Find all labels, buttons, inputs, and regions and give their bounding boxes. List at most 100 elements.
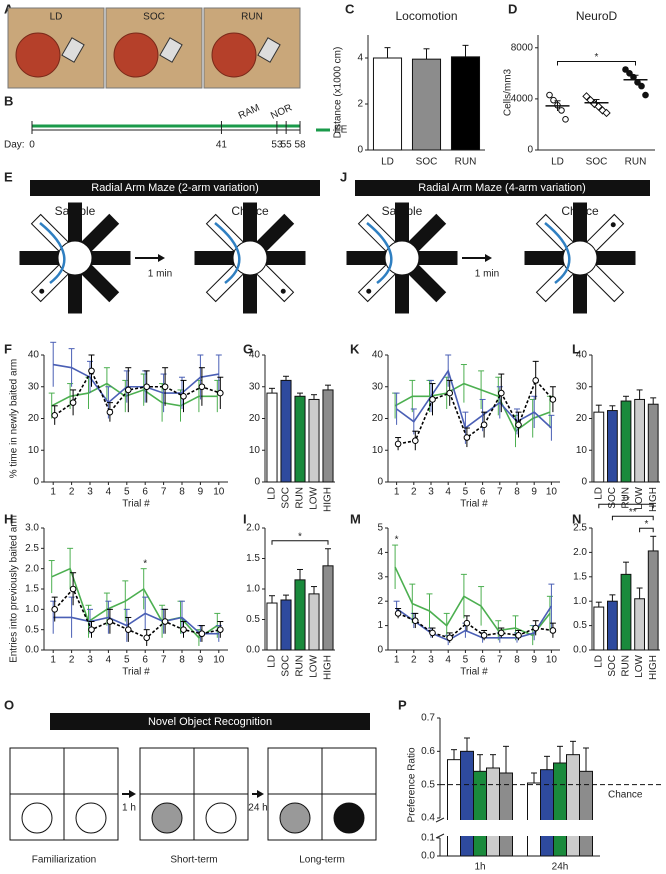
significance-bracket bbox=[611, 515, 654, 521]
marker bbox=[394, 610, 402, 617]
delay-label: 24 h bbox=[248, 803, 267, 814]
bar bbox=[499, 772, 513, 857]
x-tick-label: RUN bbox=[621, 655, 632, 677]
x-tick-label: 3 bbox=[87, 487, 93, 498]
data-point bbox=[586, 95, 595, 105]
y-tick-label: 0 bbox=[377, 645, 383, 656]
photo-label: RUN bbox=[241, 12, 263, 23]
y-tick-label: 0 bbox=[581, 477, 587, 488]
day-tick-label: 41 bbox=[216, 140, 228, 151]
panel-label: J bbox=[340, 169, 347, 184]
x-tick-label: 6 bbox=[480, 655, 486, 666]
y-tick-label: 0.0 bbox=[25, 645, 39, 656]
bar bbox=[447, 759, 461, 857]
marker bbox=[446, 389, 454, 397]
bar bbox=[280, 379, 292, 483]
y-tick-label: 2 bbox=[377, 596, 383, 607]
y-tick-label: 3.0 bbox=[25, 523, 39, 534]
y-tick-label: 1.5 bbox=[25, 584, 39, 595]
x-tick-label: 8 bbox=[514, 487, 520, 498]
maze-arm bbox=[243, 272, 257, 314]
x-tick-label: 6 bbox=[480, 487, 486, 498]
marker bbox=[515, 632, 522, 639]
x-tick-label: LOW bbox=[634, 654, 645, 677]
panel-label: E bbox=[4, 169, 13, 184]
x-tick-label: LOW bbox=[309, 654, 320, 677]
x-tick-label: 6 bbox=[142, 487, 148, 498]
panel-label: C bbox=[345, 1, 355, 16]
marker bbox=[198, 630, 206, 638]
maze-arm bbox=[416, 251, 458, 265]
bar bbox=[593, 411, 605, 483]
bar bbox=[450, 56, 481, 151]
marker bbox=[88, 367, 95, 375]
bar bbox=[593, 606, 605, 651]
series-line bbox=[396, 369, 552, 430]
bar bbox=[647, 403, 659, 483]
chart-title: NeuroD bbox=[576, 9, 618, 23]
marker bbox=[412, 617, 419, 625]
maze-arm bbox=[573, 202, 587, 244]
day-label: Day: bbox=[4, 140, 25, 151]
panel-label: P bbox=[398, 697, 407, 712]
panel-label: I bbox=[243, 511, 247, 526]
header: Novel Object Recognition bbox=[148, 716, 272, 728]
y-tick-label: 20 bbox=[372, 413, 384, 424]
marker bbox=[532, 377, 540, 384]
x-tick-label: 7 bbox=[497, 655, 503, 666]
delay-label: 1 min bbox=[475, 269, 499, 280]
x-tick-label: 7 bbox=[497, 487, 503, 498]
phase-label: Long-term bbox=[299, 855, 345, 866]
x-tick-label: 10 bbox=[546, 655, 558, 666]
data-point bbox=[582, 92, 591, 101]
bar bbox=[266, 602, 278, 651]
phase-label: Familiarization bbox=[32, 855, 96, 866]
significance-bracket bbox=[557, 61, 636, 66]
photo-toy bbox=[61, 37, 85, 63]
maze-arm bbox=[19, 251, 61, 265]
object bbox=[151, 802, 183, 834]
photo-toy bbox=[257, 37, 281, 63]
x-tick-label: 1h bbox=[474, 862, 485, 873]
y-tick-label: 30 bbox=[576, 381, 588, 392]
panel-label: K bbox=[350, 341, 360, 356]
x-tick-label: 5 bbox=[124, 487, 130, 498]
x-tick-label: 4 bbox=[445, 487, 451, 498]
x-tick-label: LD bbox=[267, 655, 278, 668]
marker bbox=[217, 389, 224, 397]
series-line bbox=[54, 369, 221, 416]
bar bbox=[308, 593, 320, 651]
bar bbox=[620, 400, 632, 483]
y-tick-label: 10 bbox=[28, 445, 40, 456]
x-tick-label: 7 bbox=[161, 655, 167, 666]
delay-label: 1 h bbox=[122, 803, 136, 814]
marker bbox=[161, 618, 169, 625]
bar bbox=[486, 767, 500, 857]
marker bbox=[480, 421, 488, 429]
data-point bbox=[598, 106, 607, 115]
y-tick-label: 30 bbox=[372, 381, 384, 392]
marker bbox=[143, 383, 150, 391]
x-tick-label: 4 bbox=[106, 655, 112, 666]
route bbox=[544, 222, 571, 284]
marker bbox=[480, 632, 488, 639]
day-tick-label: 55 bbox=[281, 140, 293, 151]
bar bbox=[294, 395, 306, 483]
y-tick-label: 10 bbox=[576, 445, 588, 456]
marker bbox=[532, 624, 540, 632]
panel-label: B bbox=[4, 93, 13, 108]
event-label: NOR bbox=[269, 102, 294, 121]
header: Radial Arm Maze (2-arm variation) bbox=[91, 182, 259, 194]
x-tick-label: SOC bbox=[586, 157, 608, 168]
y-tick-label: 20 bbox=[28, 413, 40, 424]
x-tick-label: 9 bbox=[531, 487, 537, 498]
arrow-head bbox=[129, 790, 136, 798]
x-tick-label: LD bbox=[593, 655, 604, 668]
data-point bbox=[550, 96, 557, 104]
axis-break bbox=[434, 820, 602, 836]
y-tick-label: 2.5 bbox=[573, 523, 587, 534]
x-tick-label: 1 bbox=[50, 655, 56, 666]
bar bbox=[607, 600, 618, 651]
x-tick-label: 24h bbox=[552, 862, 569, 873]
significance: * bbox=[298, 531, 302, 542]
